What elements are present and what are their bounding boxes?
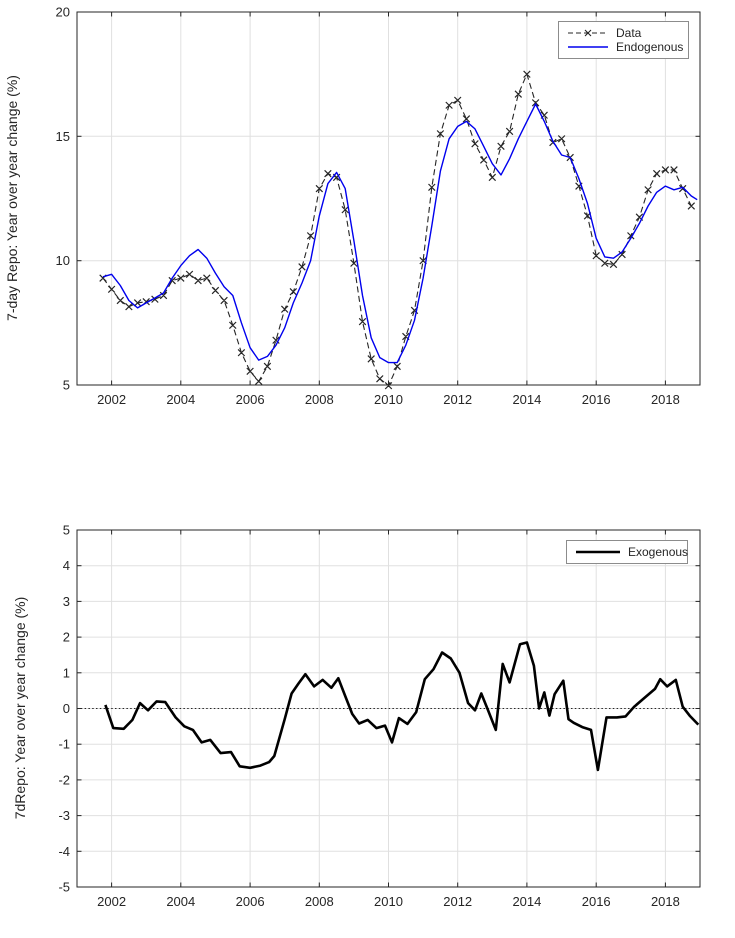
x-tick-label: 2010	[374, 392, 403, 407]
y-tick-label: 3	[63, 594, 70, 609]
bottom-y-axis-label: 7dRepo: Year over year change (%)	[12, 597, 28, 820]
x-tick-label: 2018	[651, 894, 680, 909]
x-tick-label: 2016	[582, 392, 611, 407]
exogenous-series-line-sample	[576, 550, 620, 554]
x-tick-label: 2008	[305, 392, 334, 407]
x-tick-label: 2006	[236, 392, 265, 407]
x-tick-label: 2016	[582, 894, 611, 909]
endogenous-series-line-sample	[568, 46, 608, 48]
series-data	[102, 73, 692, 385]
endogenous-vs-data-chart: 7-day Repo: Year over year change (%) 20…	[0, 0, 735, 460]
x-tick-label: 2012	[443, 894, 472, 909]
bottom-legend: Exogenous	[566, 540, 688, 564]
x-tick-label: 2014	[512, 392, 541, 407]
data-series-line-sample	[568, 29, 608, 37]
y-tick-label: 5	[63, 523, 70, 538]
legend-label-data: Data	[616, 26, 642, 40]
series-data-x-markers	[99, 70, 696, 390]
y-tick-label: 10	[56, 253, 70, 268]
x-tick-label: 2018	[651, 392, 680, 407]
y-tick-label: 15	[56, 129, 70, 144]
x-tick-label: 2014	[512, 894, 541, 909]
legend-label-endogenous: Endogenous	[616, 40, 684, 54]
x-tick-label: 2002	[97, 392, 126, 407]
y-tick-label: 20	[56, 5, 70, 20]
legend-label-exogenous: Exogenous	[628, 545, 689, 559]
x-tick-label: 2008	[305, 894, 334, 909]
y-tick-label: -1	[58, 737, 70, 752]
x-tick-label: 2012	[443, 392, 472, 407]
y-tick-label: 2	[63, 630, 70, 645]
series-exogenous	[104, 641, 700, 772]
y-tick-label: 5	[63, 378, 70, 393]
x-tick-label: 2004	[166, 894, 195, 909]
y-tick-label: -5	[58, 880, 70, 895]
y-tick-label: 1	[63, 665, 70, 680]
x-tick-label: 2002	[97, 894, 126, 909]
exogenous-chart: 7dRepo: Year over year change (%) 2002 20…	[0, 508, 735, 938]
legend-entry-endogenous: Endogenous	[567, 40, 684, 54]
top-legend: Data Endogenous	[558, 21, 689, 59]
y-tick-label: 0	[63, 701, 70, 716]
x-marker-icon	[584, 29, 592, 37]
x-tick-label: 2010	[374, 894, 403, 909]
x-tick-label: 2006	[236, 894, 265, 909]
exogenous-plot: 7dRepo: Year over year change (%) 2002 20…	[12, 523, 701, 909]
series-endogenous	[102, 103, 698, 364]
top-y-axis-label: 7-day Repo: Year over year change (%)	[4, 75, 20, 321]
y-tick-label: -3	[58, 808, 70, 823]
endogenous-vs-data-plot: 7-day Repo: Year over year change (%) 20…	[4, 5, 701, 407]
x-tick-label: 2004	[166, 392, 195, 407]
legend-entry-data: Data	[567, 26, 680, 40]
y-tick-label: -4	[58, 844, 70, 859]
y-tick-label: 4	[63, 558, 70, 573]
legend-entry-exogenous: Exogenous	[575, 545, 688, 559]
y-tick-label: -2	[58, 772, 70, 787]
